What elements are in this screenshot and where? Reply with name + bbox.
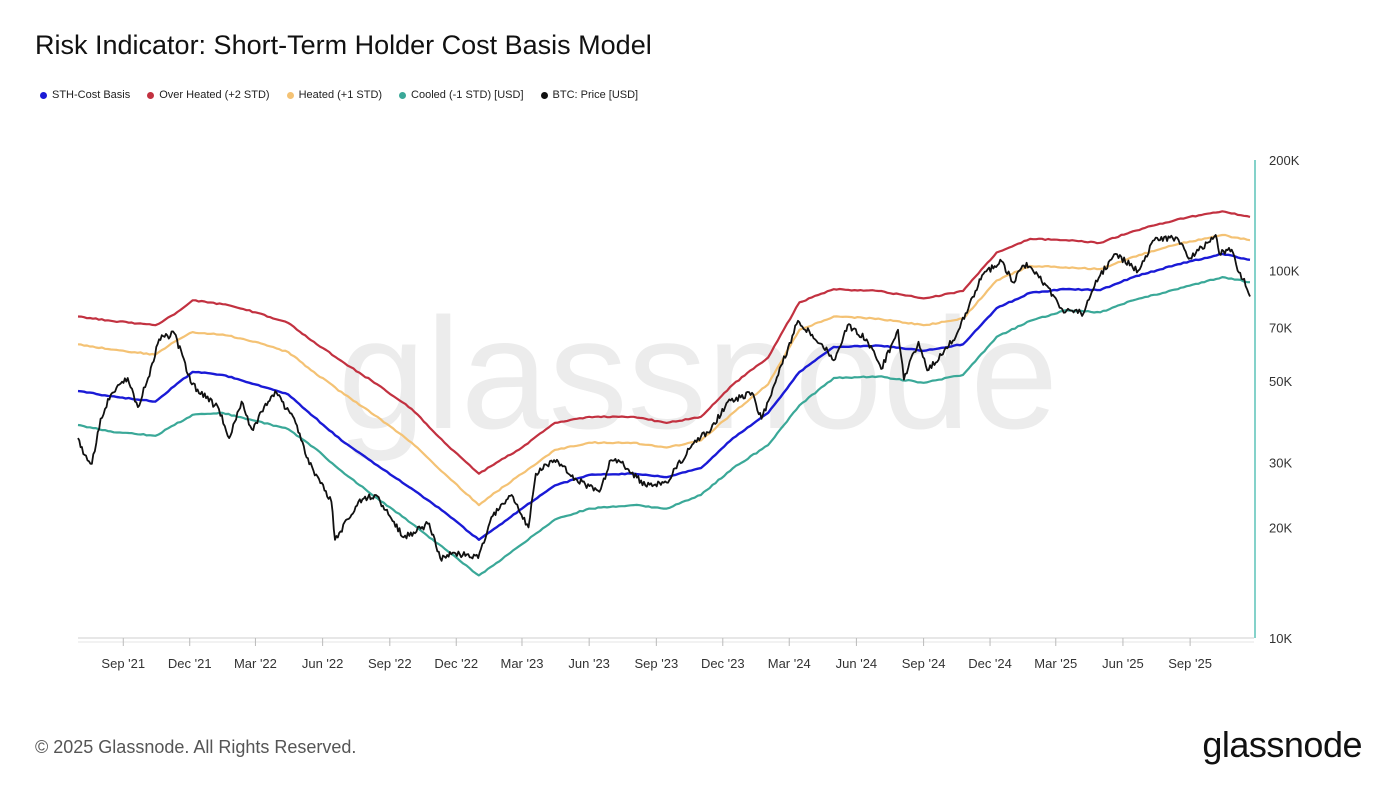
x-tick-label: Mar '24 xyxy=(768,656,811,671)
x-tick-label: Sep '25 xyxy=(1168,656,1212,671)
x-tick-label: Jun '24 xyxy=(836,656,878,671)
x-axis: Sep '21 Dec '21 Mar '22 Jun '22 Sep '22 Dec '… xyxy=(78,637,1254,671)
legend-dot-icon xyxy=(147,91,155,99)
x-tick-label: Jun '23 xyxy=(568,656,610,671)
legend-label: STH-Cost Basis xyxy=(52,89,131,101)
series-line-over-heated xyxy=(77,210,1251,475)
legend-dot-icon xyxy=(540,91,548,99)
legend-label: BTC: Price [USD] xyxy=(552,89,639,101)
y-tick-label: 100K xyxy=(1269,264,1300,279)
legend-label: Over Heated (+2 STD) xyxy=(159,89,270,101)
y-tick-label: 10K xyxy=(1269,631,1292,646)
x-tick-label: Dec '24 xyxy=(968,656,1012,671)
legend: STH-Cost Basis Over Heated (+2 STD) Heated… xyxy=(40,89,638,101)
x-tick-label: Mar '23 xyxy=(500,656,543,671)
y-tick-label: 20K xyxy=(1269,520,1292,535)
x-tick-label: Sep '24 xyxy=(902,656,946,671)
legend-label: Cooled (-1 STD) [USD] xyxy=(411,89,524,101)
legend-dot-icon xyxy=(399,91,407,99)
chart-title: Risk Indicator: Short-Term Holder Cost B… xyxy=(35,30,652,60)
x-tick-label: Sep '21 xyxy=(101,656,145,671)
y-tick-label: 70K xyxy=(1269,321,1292,336)
x-tick-label: Mar '25 xyxy=(1034,656,1077,671)
copyright-text: © 2025 Glassnode. All Rights Reserved. xyxy=(35,737,357,757)
x-tick-label: Dec '23 xyxy=(701,656,745,671)
y-tick-label: 200K xyxy=(1269,153,1300,168)
series-line-btc-price xyxy=(77,234,1251,562)
chart-area: glassnode Sep '21 Dec '21 Mar '22 Jun '22 Se… xyxy=(77,153,1300,671)
legend-dot-icon xyxy=(40,91,47,99)
watermark: glassnode xyxy=(338,286,1058,462)
x-tick-label: Jun '22 xyxy=(302,656,344,671)
legend-item-sth-cost-basis[interactable]: STH-Cost Basis xyxy=(40,89,130,101)
legend-item-over-heated[interactable]: Over Heated (+2 STD) xyxy=(147,89,270,101)
x-tick-label: Dec '21 xyxy=(168,656,212,671)
series-lines xyxy=(77,210,1251,577)
series-line-heated xyxy=(77,233,1251,507)
legend-dot-icon xyxy=(286,91,294,99)
legend-item-cooled[interactable]: Cooled (-1 STD) [USD] xyxy=(399,89,524,101)
x-tick-label: Dec '22 xyxy=(434,656,478,671)
x-tick-label: Sep '23 xyxy=(634,656,678,671)
x-tick-label: Sep '22 xyxy=(368,656,412,671)
legend-item-btc-price[interactable]: BTC: Price [USD] xyxy=(540,89,639,101)
series-line-cooled xyxy=(77,276,1251,577)
y-axis: 200K 100K 70K 50K 30K 20K 10K xyxy=(1254,153,1300,646)
brand-logo: glassnode xyxy=(1202,724,1362,765)
y-tick-label: 50K xyxy=(1269,374,1292,389)
legend-label: Heated (+1 STD) xyxy=(298,89,383,101)
x-tick-label: Mar '22 xyxy=(234,656,277,671)
x-tick-label: Jun '25 xyxy=(1102,656,1144,671)
legend-item-heated[interactable]: Heated (+1 STD) xyxy=(286,89,383,101)
y-tick-label: 30K xyxy=(1269,456,1292,471)
series-line-sth-cost-basis xyxy=(77,252,1251,541)
